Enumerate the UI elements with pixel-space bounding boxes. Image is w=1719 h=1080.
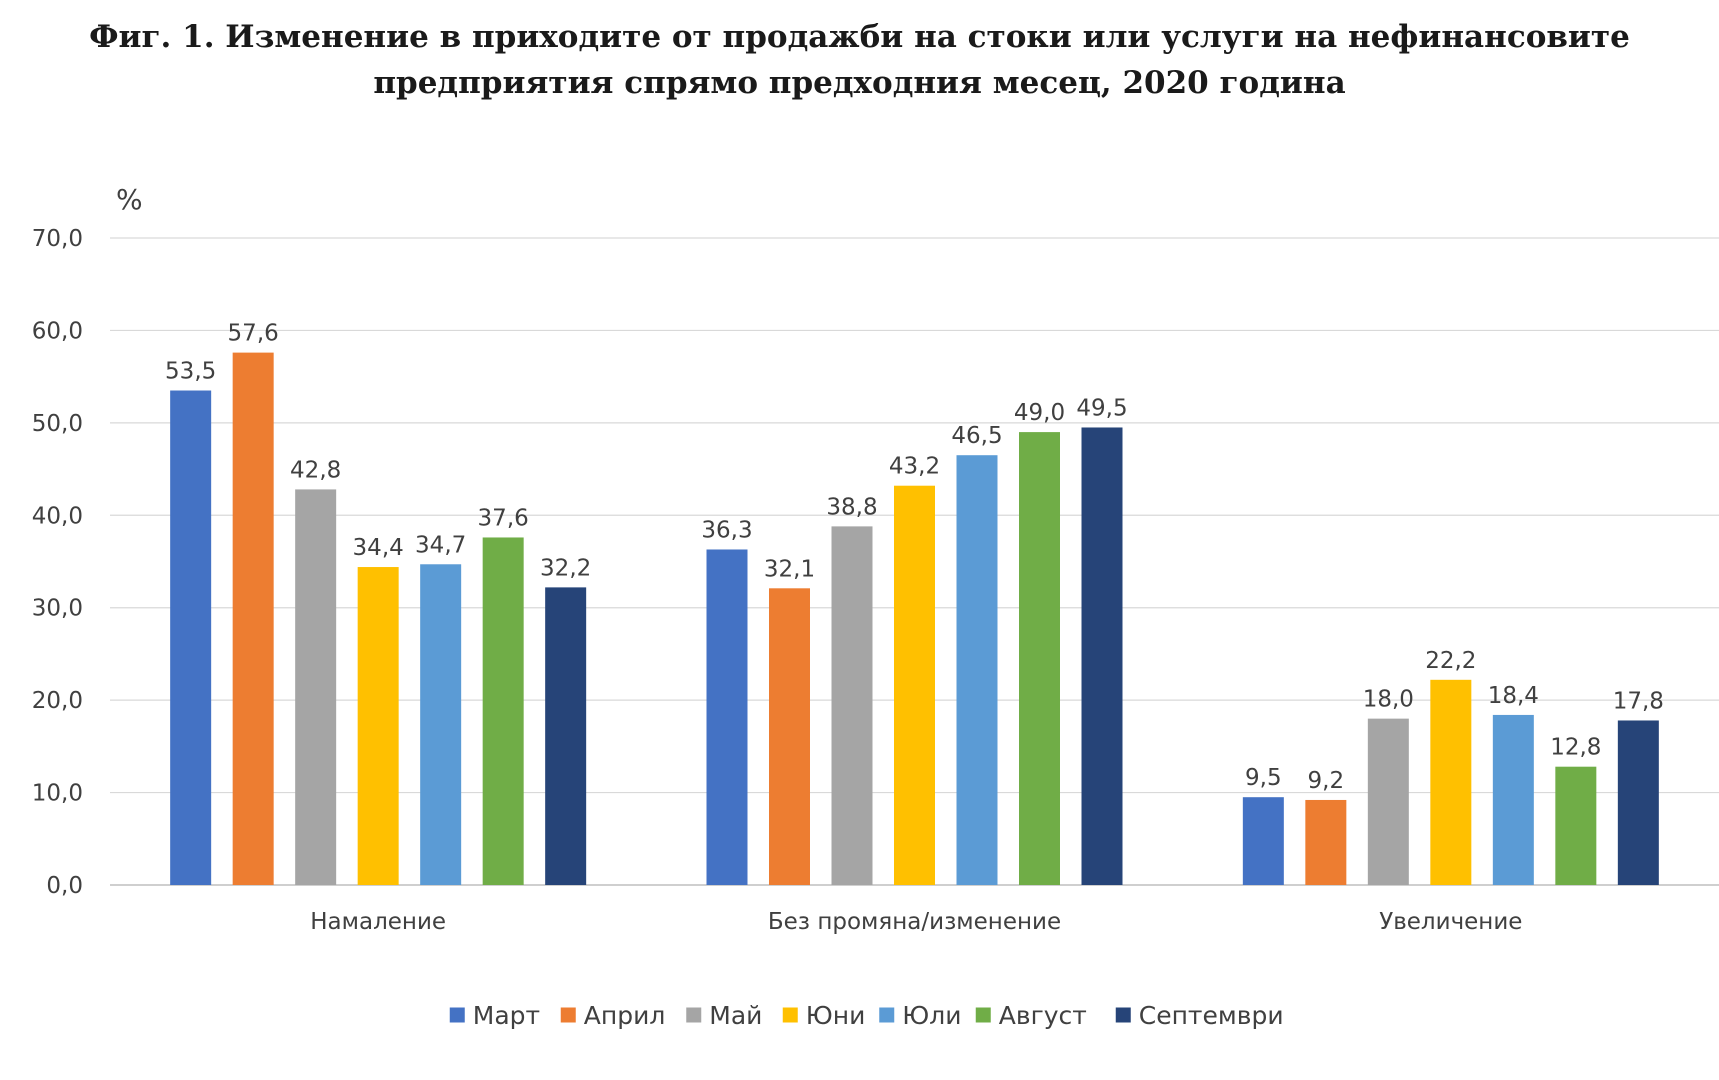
legend-swatch [1115, 1007, 1131, 1023]
data-label: 37,6 [478, 505, 529, 531]
bar [1555, 766, 1597, 885]
x-category-label: Намаление [310, 909, 446, 935]
y-tick-label: 60,0 [32, 318, 83, 344]
data-labels: 53,5 57,6 42,8 34,4 34,7 37,6 32,2 36,3 32,1 38,8… [165, 321, 1664, 794]
bar [1242, 797, 1284, 885]
y-tick-label: 0,0 [46, 873, 83, 899]
data-label: 18,4 [1488, 683, 1539, 709]
y-tick-label: 70,0 [32, 226, 83, 252]
bar [420, 564, 462, 885]
data-label: 22,2 [1425, 648, 1476, 674]
legend-label: Септември [1139, 1001, 1284, 1030]
x-category-label: Увеличение [1379, 909, 1522, 935]
data-label: 57,6 [228, 321, 279, 347]
chart-title: Фиг. 1. Изменение в приходите от продажб… [0, 14, 1719, 106]
legend-swatch [686, 1007, 702, 1023]
bar [1081, 427, 1123, 885]
data-label: 12,8 [1550, 735, 1601, 761]
y-tick-label: 30,0 [32, 596, 83, 622]
legend-label: Юни [806, 1001, 866, 1030]
bar [1019, 432, 1060, 885]
y-tick-label: 50,0 [32, 411, 83, 437]
data-label: 34,4 [353, 535, 404, 561]
bar [831, 526, 873, 885]
data-label: 53,5 [165, 359, 216, 385]
y-tick-label: 10,0 [32, 781, 83, 807]
data-label: 18,0 [1363, 687, 1414, 713]
bar [706, 549, 748, 885]
data-label: 42,8 [290, 457, 341, 483]
legend-swatch [975, 1007, 991, 1023]
legend-label: Март [473, 1001, 540, 1030]
legend-swatch [449, 1007, 465, 1023]
data-label: 17,8 [1613, 688, 1664, 714]
data-label: 34,7 [415, 532, 466, 558]
data-label: 32,1 [764, 556, 815, 582]
bar [1617, 720, 1659, 885]
bar [1367, 718, 1409, 885]
y-tick-label: 40,0 [32, 503, 83, 529]
legend-label: Април [584, 1001, 666, 1030]
x-category-label: Без промяна/изменение [768, 909, 1061, 935]
legend-swatch [560, 1007, 576, 1023]
bar [545, 587, 587, 885]
bar [1430, 679, 1472, 885]
data-label: 49,5 [1076, 395, 1127, 421]
bar [1305, 799, 1347, 885]
legend: Март Април Май Юни Юли Август Септември [449, 1001, 1284, 1030]
bar [357, 567, 399, 885]
data-label: 36,3 [701, 517, 752, 543]
chart-title-line-1: Фиг. 1. Изменение в приходите от продажб… [89, 19, 1630, 55]
bar [769, 588, 810, 885]
bar [295, 489, 337, 885]
data-label: 9,2 [1308, 768, 1345, 794]
bars [170, 352, 1659, 885]
data-label: 49,0 [1014, 400, 1065, 426]
bar [1492, 714, 1534, 885]
legend-swatch [879, 1007, 895, 1023]
bar [170, 390, 212, 885]
legend-swatch [782, 1007, 798, 1023]
data-label: 32,2 [540, 555, 591, 581]
legend-label: Юли [902, 1001, 961, 1030]
data-label: 46,5 [951, 423, 1002, 449]
y-axis-unit-label: % [116, 183, 143, 216]
bar [232, 352, 274, 885]
y-axis: 0,0 10,0 20,0 30,0 40,0 50,0 60,0 70,0 [32, 226, 83, 899]
bar [956, 455, 998, 885]
data-label: 9,5 [1245, 765, 1282, 791]
data-label: 43,2 [889, 454, 940, 480]
legend-label: Май [709, 1001, 762, 1030]
data-label: 38,8 [826, 494, 877, 520]
bar [482, 537, 524, 885]
x-axis: Намаление Без промяна/изменение Увеличение [310, 909, 1522, 935]
chart-title-line-2: предприятия спрямо предходния месец, 202… [373, 65, 1346, 101]
y-tick-label: 20,0 [32, 688, 83, 714]
bar [894, 485, 935, 885]
legend-label: Август [999, 1001, 1087, 1030]
